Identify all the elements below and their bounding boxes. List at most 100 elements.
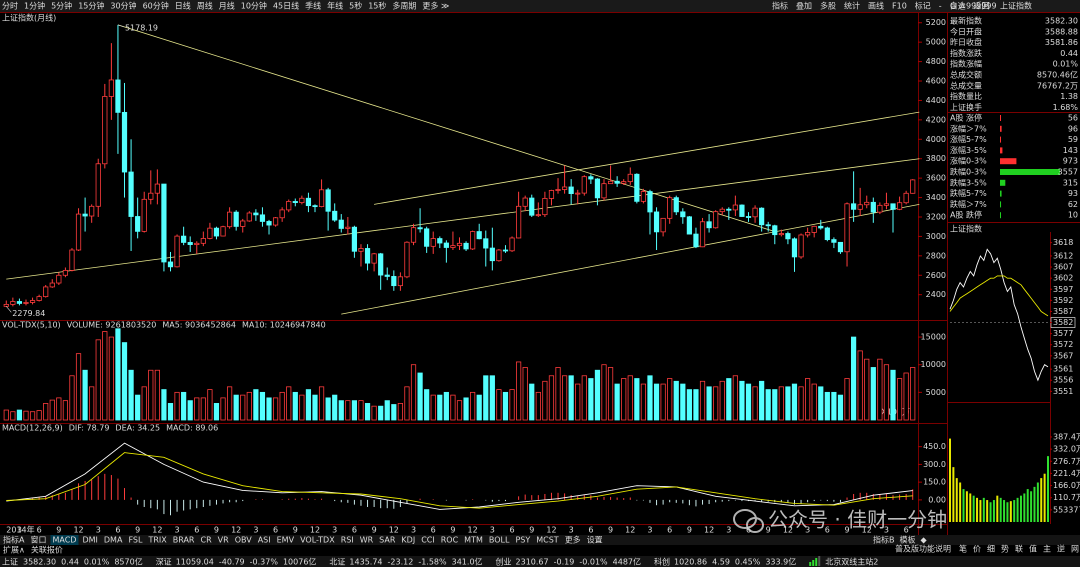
- feature-button[interactable]: 普及版功能说明: [895, 544, 951, 554]
- x-tick-label: 9: [372, 526, 377, 535]
- indicator-tab[interactable]: DMA: [104, 536, 123, 545]
- indicator-tab[interactable]: 指标A: [3, 535, 25, 545]
- period-tab[interactable]: 15秒: [368, 1, 386, 11]
- indicator-tab[interactable]: CCI: [421, 536, 435, 545]
- tool-button[interactable]: 画线: [868, 1, 884, 11]
- volume-bar: [82, 369, 88, 421]
- period-tab[interactable]: 更多 ≫: [422, 1, 449, 11]
- period-tab[interactable]: 15分钟: [78, 1, 104, 11]
- indicator-tab[interactable]: VOL-TDX: [300, 536, 335, 545]
- signal-icon: [818, 556, 821, 566]
- volume-bar: [200, 397, 206, 421]
- volume-bar: [870, 367, 876, 421]
- indicator-tab[interactable]: KDJ: [401, 536, 415, 545]
- x-tick-label: 3: [411, 526, 416, 535]
- y-tick-label: 3561: [1053, 365, 1073, 374]
- indicator-tab[interactable]: MCST: [536, 536, 559, 545]
- tool-button[interactable]: 返回: [974, 2, 990, 11]
- indicator-tab[interactable]: BOLL: [489, 536, 510, 545]
- indicator-tab[interactable]: 窗口: [30, 535, 46, 545]
- volume-bar: [75, 353, 82, 421]
- indicator-tab[interactable]: CR: [201, 536, 213, 545]
- feature-button[interactable]: 逆: [1057, 544, 1065, 554]
- candle-body: [266, 221, 272, 226]
- expand-button[interactable]: 扩展∧: [3, 545, 25, 555]
- period-tab[interactable]: 10分钟: [241, 1, 267, 11]
- quote-value: 3582.30: [1045, 17, 1078, 26]
- indicator-tab[interactable]: MTM: [464, 536, 483, 545]
- candle-body: [29, 300, 36, 303]
- tab-bar-bg: [0, 535, 1080, 545]
- tool-button[interactable]: 统计: [844, 1, 860, 11]
- period-tab[interactable]: 季线: [305, 1, 321, 11]
- feature-button[interactable]: 细: [987, 544, 995, 554]
- indicator-tab[interactable]: WR: [360, 536, 374, 545]
- candle-body: [489, 247, 495, 262]
- breadth-bar: [1000, 201, 1002, 208]
- tool-button[interactable]: F10: [892, 2, 907, 11]
- indicator-tab[interactable]: RSI: [341, 536, 354, 545]
- period-tab[interactable]: 年线: [327, 1, 343, 11]
- tool-button[interactable]: 自选: [950, 1, 966, 11]
- period-tab[interactable]: 分时: [2, 1, 18, 11]
- candle-body: [108, 79, 114, 97]
- period-tab[interactable]: 周线: [197, 1, 213, 11]
- period-tab[interactable]: 月线: [219, 1, 235, 11]
- indicator-tab[interactable]: TRIX: [147, 536, 167, 545]
- indicator-tab[interactable]: EMV: [277, 536, 295, 545]
- x-tick-label: 12: [468, 526, 478, 535]
- indicator-tab[interactable]: MACD: [52, 536, 76, 545]
- x-tick-label: 9: [135, 526, 140, 535]
- feature-button[interactable]: 价: [973, 545, 981, 554]
- feature-button[interactable]: 值: [1029, 544, 1037, 554]
- trend-line: [117, 24, 775, 232]
- feature-button[interactable]: 联: [1015, 545, 1023, 554]
- period-tab[interactable]: 5分钟: [51, 1, 72, 11]
- feature-button[interactable]: 势: [1001, 544, 1009, 554]
- period-tab[interactable]: 日线: [175, 1, 191, 11]
- tool-button[interactable]: -: [939, 2, 942, 11]
- indicator-tab[interactable]: ◆: [921, 536, 928, 545]
- period-tab[interactable]: 60分钟: [143, 1, 169, 11]
- indicator-tab[interactable]: 更多: [565, 535, 581, 545]
- tool-button[interactable]: 标记: [915, 1, 931, 11]
- candle-body: [10, 301, 16, 305]
- tool-button[interactable]: 指标: [772, 1, 788, 11]
- volume-unit: X100万: [881, 408, 910, 417]
- feature-button[interactable]: 主: [1043, 544, 1051, 554]
- indicator-tab[interactable]: FSL: [128, 536, 143, 545]
- indicator-tab[interactable]: OBV: [235, 536, 253, 545]
- volume-bar: [463, 397, 469, 421]
- period-tab[interactable]: 30分钟: [110, 1, 136, 11]
- period-tab[interactable]: 多周期: [392, 1, 416, 11]
- period-tab[interactable]: 5秒: [349, 1, 362, 11]
- volume-bar: [213, 403, 220, 421]
- indicator-tab[interactable]: 指标B: [873, 535, 895, 545]
- indicator-tab[interactable]: 设置: [587, 535, 603, 545]
- indicator-tab[interactable]: PSY: [515, 536, 530, 545]
- tool-button[interactable]: 叠加: [796, 1, 812, 11]
- tool-button[interactable]: 多股: [820, 1, 836, 11]
- volume-bar: [325, 397, 331, 421]
- candle-body: [384, 274, 390, 277]
- indicator-tab[interactable]: 模板: [900, 535, 916, 545]
- volume-bar: [299, 394, 305, 421]
- period-tab[interactable]: 1分钟: [24, 1, 45, 11]
- y-tick-label: 3618: [1053, 238, 1073, 247]
- x-tick-label: 3: [726, 526, 731, 535]
- feature-button[interactable]: 笔: [959, 544, 967, 554]
- volume-bar: [240, 394, 246, 421]
- expand-button[interactable]: 关联报价: [31, 545, 63, 555]
- indicator-tab[interactable]: BRAR: [173, 536, 195, 545]
- candle-body: [207, 227, 213, 239]
- indicator-tab[interactable]: ASI: [258, 536, 271, 545]
- indicator-tab[interactable]: DMI: [82, 536, 97, 545]
- x-tick-label: 12: [546, 526, 556, 535]
- indicator-tab[interactable]: SAR: [379, 536, 396, 545]
- period-tab[interactable]: 45日线: [273, 1, 299, 11]
- volume-bar: [338, 400, 344, 421]
- indicator-tab[interactable]: VR: [218, 536, 229, 545]
- indicator-tab[interactable]: ROC: [441, 536, 459, 545]
- candle-body: [627, 173, 633, 183]
- feature-button[interactable]: 网: [1071, 545, 1079, 554]
